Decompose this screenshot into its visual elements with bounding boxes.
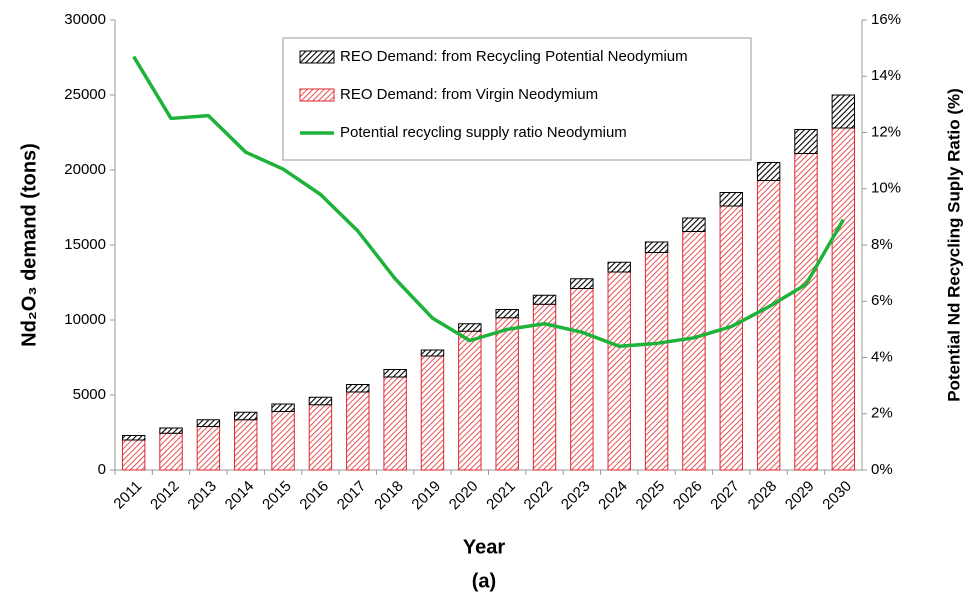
bar-segment xyxy=(420,349,445,357)
x-tick-label: 2023 xyxy=(558,478,594,514)
bar-segment xyxy=(458,330,482,471)
x-tick-label: 2027 xyxy=(707,478,743,514)
bar-segment xyxy=(121,439,146,471)
bar-segment xyxy=(794,129,818,154)
legend-label: REO Demand: from Virgin Neodymium xyxy=(340,86,598,103)
bar-segment xyxy=(159,427,183,434)
bar-segment xyxy=(756,180,781,471)
bar-segment xyxy=(495,317,519,471)
y2-tick-label: 8% xyxy=(871,236,893,253)
y-tick-label: 5000 xyxy=(73,386,106,403)
bar-segment xyxy=(607,271,631,471)
y-tick-label: 10000 xyxy=(64,311,106,328)
bar-segment xyxy=(495,309,519,319)
bar-segment xyxy=(794,153,818,471)
bar-segment xyxy=(570,278,594,289)
x-tick-label: 2029 xyxy=(782,478,818,514)
legend-box xyxy=(282,37,752,161)
y-tick-label: 30000 xyxy=(64,11,106,28)
bar-segment xyxy=(196,419,221,427)
x-tick-label: 2015 xyxy=(259,478,295,514)
x-tick-label: 2028 xyxy=(745,478,781,514)
caption: (a) xyxy=(472,570,496,592)
bar-segment xyxy=(383,376,407,471)
x-tick-label: 2019 xyxy=(408,478,444,514)
legend-swatch xyxy=(299,50,335,64)
y2-tick-label: 4% xyxy=(871,348,893,365)
bar-segment xyxy=(346,391,370,471)
bar-segment xyxy=(196,426,221,471)
y2-axis-title: Potential Nd Recycling Suply Ratio (%) xyxy=(944,88,963,402)
y2-tick-label: 6% xyxy=(871,292,893,309)
x-tick-label: 2022 xyxy=(521,478,557,514)
x-tick-label: 2025 xyxy=(633,478,669,514)
bar-segment xyxy=(719,205,743,471)
bar-segment xyxy=(308,404,333,471)
bar-segment xyxy=(831,94,856,129)
bar-segment xyxy=(607,261,631,273)
x-tick-label: 2011 xyxy=(110,478,145,513)
bar-segment xyxy=(682,231,706,471)
bar-segment xyxy=(831,127,856,471)
y2-tick-label: 14% xyxy=(871,67,901,84)
y-axis-title: Nd₂O₃ demand (tons) xyxy=(18,143,40,347)
legend-label: Potential recycling supply ratio Neodymi… xyxy=(340,124,627,141)
x-tick-label: 2020 xyxy=(446,478,482,514)
y2-tick-label: 10% xyxy=(871,180,901,197)
bar-segment xyxy=(682,217,706,232)
bar-segment xyxy=(121,435,146,441)
y-tick-label: 25000 xyxy=(64,86,106,103)
legend-swatch xyxy=(299,88,335,102)
y2-tick-label: 0% xyxy=(871,461,893,478)
bar-segment xyxy=(271,403,295,412)
x-tick-label: 2013 xyxy=(184,478,220,514)
bar-segment xyxy=(458,323,482,332)
bar-segment xyxy=(234,419,258,471)
x-tick-label: 2014 xyxy=(222,478,258,514)
x-tick-label: 2017 xyxy=(334,478,370,514)
x-tick-label: 2016 xyxy=(296,478,332,514)
bar-segment xyxy=(644,252,669,471)
bar-segment xyxy=(234,411,258,421)
bar-segment xyxy=(532,303,557,471)
x-tick-label: 2024 xyxy=(595,478,631,514)
bar-segment xyxy=(719,192,743,207)
bar-segment xyxy=(532,294,557,305)
legend-label: REO Demand: from Recycling Potential Neo… xyxy=(340,48,688,65)
y2-tick-label: 2% xyxy=(871,405,893,422)
x-tick-label: 2026 xyxy=(670,478,706,514)
bar-segment xyxy=(271,411,295,471)
legend: REO Demand: from Recycling Potential Neo… xyxy=(282,37,752,161)
x-axis-title: Year xyxy=(463,536,505,558)
x-tick-label: 2021 xyxy=(483,478,519,514)
bar-segment xyxy=(644,241,669,253)
x-tick-label: 2030 xyxy=(819,478,855,514)
bar-segment xyxy=(159,432,183,471)
bar-segment xyxy=(756,162,781,181)
y-tick-label: 20000 xyxy=(64,161,106,178)
x-tick-label: 2018 xyxy=(371,478,407,514)
y2-tick-label: 12% xyxy=(871,123,901,140)
x-tick-label: 2012 xyxy=(147,478,183,514)
y-tick-label: 15000 xyxy=(64,236,106,253)
bar-segment xyxy=(308,396,333,406)
bar-segment xyxy=(346,384,370,393)
y-tick-label: 0 xyxy=(98,461,106,478)
line-series xyxy=(132,55,845,348)
bar-segment xyxy=(420,355,445,471)
bar-segment xyxy=(383,369,407,378)
y2-tick-label: 16% xyxy=(871,11,901,28)
bar-segment xyxy=(570,288,594,471)
